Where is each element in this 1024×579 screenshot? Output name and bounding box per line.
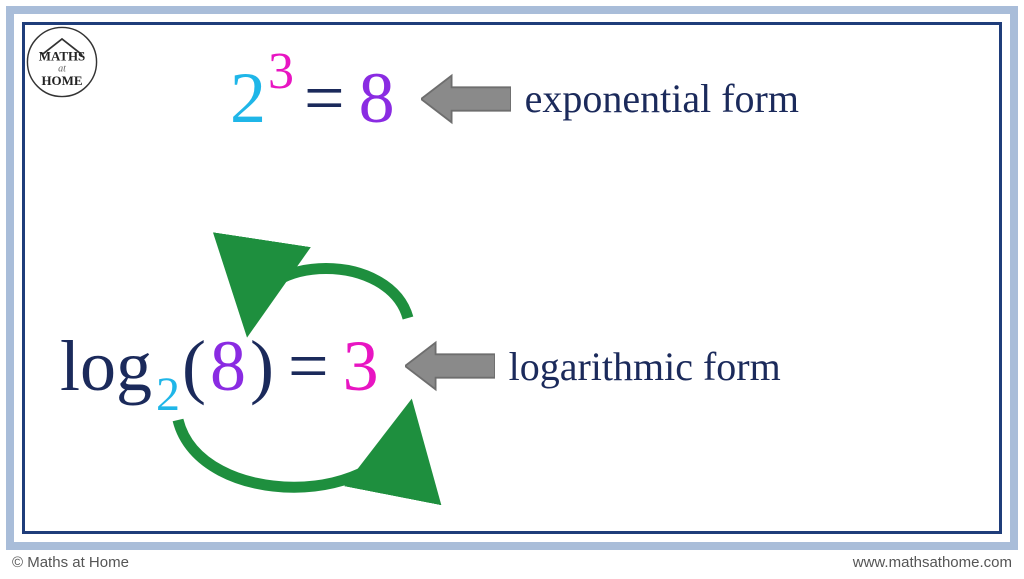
svg-text:MATHS: MATHS [39, 49, 86, 64]
exp-exponent: 3 [268, 42, 294, 101]
logarithmic-row: log 2 ( 8 ) = 3 logarithmic form [60, 330, 781, 402]
exponential-row: 2 3 = 8 exponential form [230, 62, 799, 135]
footer-copyright: © Maths at Home [12, 554, 129, 571]
log-arg: 8 [210, 330, 246, 402]
log-equals: = [288, 330, 329, 402]
exponential-label: exponential form [525, 75, 799, 122]
log-word: log [60, 330, 152, 402]
logarithmic-label: logarithmic form [509, 343, 781, 390]
exponential-equation: 2 3 = 8 [230, 62, 395, 135]
log-result: 3 [343, 330, 379, 402]
svg-text:HOME: HOME [41, 73, 82, 88]
footer-url: www.mathsathome.com [853, 554, 1012, 571]
exp-result: 8 [359, 62, 395, 134]
exp-base: 2 [230, 62, 266, 134]
exp-equals: = [304, 62, 345, 134]
left-arrow-icon [405, 338, 495, 394]
log-close-paren: ) [250, 330, 274, 402]
log-open-paren: ( [182, 330, 206, 402]
logo: MATHS at HOME [26, 26, 98, 98]
log-base: 2 [156, 367, 180, 422]
logarithmic-equation: log 2 ( 8 ) = 3 [60, 330, 379, 402]
left-arrow-icon [421, 71, 511, 127]
